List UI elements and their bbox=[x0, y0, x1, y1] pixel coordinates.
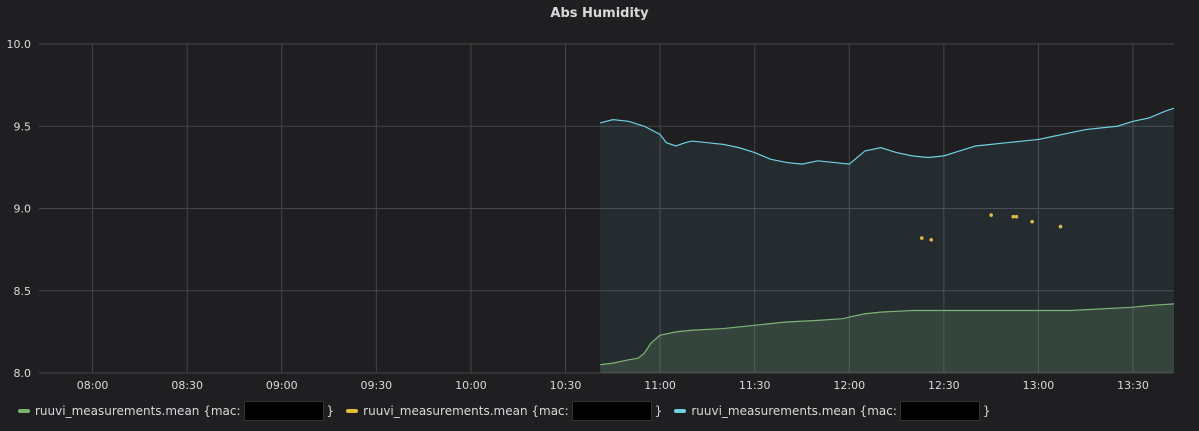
y-tick-label: 9.5 bbox=[14, 120, 32, 133]
x-tick-label: 12:00 bbox=[833, 379, 865, 392]
series-1-point bbox=[929, 237, 934, 242]
legend-item[interactable]: ruuvi_measurements.mean {mac:} bbox=[18, 401, 334, 421]
x-tick-label: 08:30 bbox=[171, 379, 203, 392]
x-tick-label: 10:00 bbox=[455, 379, 487, 392]
x-tick-label: 13:30 bbox=[1117, 379, 1149, 392]
series-1-point bbox=[1058, 224, 1063, 229]
x-tick-label: 10:30 bbox=[550, 379, 582, 392]
y-tick-label: 8.0 bbox=[14, 367, 32, 380]
legend-label-close: } bbox=[326, 404, 335, 418]
x-tick-label: 11:30 bbox=[739, 379, 771, 392]
legend-label: ruuvi_measurements.mean {mac: bbox=[691, 404, 897, 418]
legend-label-close: } bbox=[982, 404, 991, 418]
x-tick-label: 08:00 bbox=[77, 379, 109, 392]
y-tick-label: 9.0 bbox=[14, 203, 32, 216]
series-1-point bbox=[919, 236, 924, 240]
series-1-point bbox=[1014, 214, 1019, 219]
x-tick-label: 09:00 bbox=[266, 379, 298, 392]
redacted-box bbox=[899, 401, 980, 421]
legend-label: ruuvi_measurements.mean {mac: bbox=[363, 404, 569, 418]
y-tick-label: 10.0 bbox=[7, 38, 32, 51]
redacted-box bbox=[571, 401, 652, 421]
series-2-area bbox=[600, 108, 1174, 373]
y-tick-label: 8.5 bbox=[14, 285, 32, 298]
series-2-line bbox=[600, 107, 1175, 165]
series-0-line bbox=[600, 303, 1175, 366]
legend-label-close: } bbox=[654, 404, 663, 418]
x-tick-label: 11:00 bbox=[644, 379, 676, 392]
legend: ruuvi_measurements.mean {mac:} ruuvi_meas… bbox=[18, 401, 1003, 421]
series-0-area bbox=[600, 303, 1174, 373]
legend-swatch bbox=[18, 409, 30, 413]
x-tick-label: 12:30 bbox=[928, 379, 960, 392]
legend-swatch bbox=[674, 409, 687, 413]
redacted-box bbox=[243, 401, 324, 421]
x-tick-label: 09:30 bbox=[360, 379, 392, 392]
legend-item[interactable]: ruuvi_measurements.mean {mac:} bbox=[674, 401, 991, 421]
x-tick-label: 13:00 bbox=[1023, 379, 1055, 392]
legend-label: ruuvi_measurements.mean {mac: bbox=[35, 404, 241, 418]
series-1-point bbox=[989, 213, 993, 217]
series-1-point bbox=[1011, 214, 1016, 219]
legend-swatch bbox=[346, 409, 359, 413]
series-1-point bbox=[1030, 219, 1034, 224]
panel-title[interactable]: Abs Humidity bbox=[550, 6, 649, 21]
legend-item[interactable]: ruuvi_measurements.mean {mac:} bbox=[346, 401, 662, 421]
